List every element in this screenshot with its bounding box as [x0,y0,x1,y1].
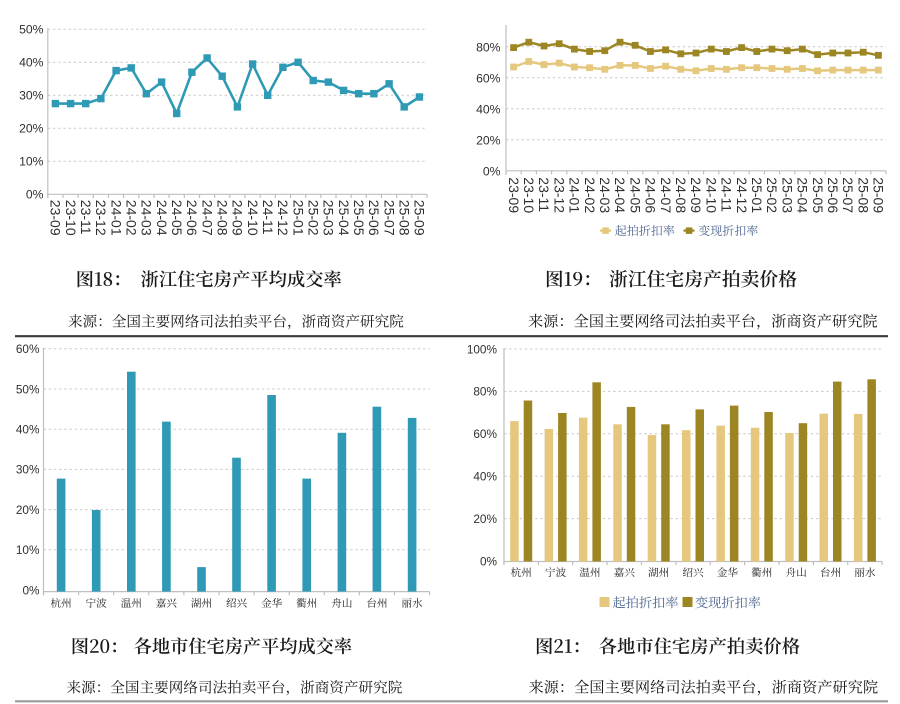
svg-text:25-07: 25-07 [840,177,856,213]
svg-text:25-02: 25-02 [764,177,780,213]
svg-text:23-11: 23-11 [78,200,94,235]
svg-text:24-07: 24-07 [658,177,674,213]
svg-text:50%: 50% [16,382,40,396]
svg-text:24-06: 24-06 [643,177,659,213]
svg-text:25-04: 25-04 [336,200,352,236]
svg-text:24-03: 24-03 [139,200,155,236]
svg-text:24-08: 24-08 [214,200,230,236]
svg-text:24-10: 24-10 [245,200,261,236]
svg-text:24-12: 24-12 [734,177,750,213]
svg-text:23-09: 23-09 [48,200,64,236]
svg-text:40%: 40% [19,56,44,70]
svg-text:25-06: 25-06 [825,177,841,213]
svg-text:10%: 10% [19,155,44,169]
svg-text:60%: 60% [476,71,501,85]
svg-text:40%: 40% [473,470,497,484]
svg-text:23-12: 23-12 [551,177,567,213]
svg-text:25-09: 25-09 [412,200,428,236]
svg-text:24-04: 24-04 [612,177,628,213]
svg-text:10%: 10% [16,543,40,557]
svg-text:60%: 60% [16,342,40,356]
svg-text:30%: 30% [16,463,40,477]
svg-text:24-11: 24-11 [260,200,276,235]
svg-text:25-08: 25-08 [855,177,871,213]
svg-text:20%: 20% [16,503,40,517]
svg-text:40%: 40% [16,423,40,437]
svg-text:24-02: 24-02 [582,177,598,213]
svg-text:20%: 20% [473,512,497,526]
svg-text:25-02: 25-02 [305,200,321,236]
svg-text:25-04: 25-04 [795,177,811,213]
svg-text:24-09: 24-09 [230,200,246,236]
svg-text:50%: 50% [19,23,44,37]
svg-text:25-03: 25-03 [779,177,795,213]
svg-text:25-01: 25-01 [290,200,306,236]
svg-text:25-05: 25-05 [351,200,367,236]
svg-text:25-01: 25-01 [749,177,765,213]
svg-text:24-07: 24-07 [199,200,215,236]
svg-text:0%: 0% [26,188,44,202]
svg-text:0%: 0% [22,583,40,597]
svg-text:24-08: 24-08 [673,177,689,213]
svg-text:25-08: 25-08 [396,200,412,236]
svg-text:20%: 20% [19,122,44,136]
svg-text:23-12: 23-12 [93,200,109,236]
svg-text:23-10: 23-10 [521,177,537,213]
svg-text:80%: 80% [473,385,497,399]
svg-text:80%: 80% [476,40,501,54]
svg-text:24-12: 24-12 [275,200,291,236]
svg-text:60%: 60% [473,427,497,441]
svg-text:0%: 0% [483,164,501,178]
svg-text:24-04: 24-04 [154,200,170,236]
svg-text:25-09: 25-09 [871,177,887,213]
svg-text:23-09: 23-09 [506,177,522,213]
svg-text:25-03: 25-03 [321,200,337,236]
svg-text:30%: 30% [19,89,44,103]
svg-text:24-01: 24-01 [567,177,583,213]
svg-text:20%: 20% [476,133,501,147]
svg-text:40%: 40% [476,102,501,116]
svg-text:24-10: 24-10 [703,177,719,213]
svg-text:24-01: 24-01 [108,200,124,236]
svg-text:25-07: 25-07 [381,200,397,236]
svg-text:25-05: 25-05 [810,177,826,213]
svg-text:24-06: 24-06 [184,200,200,236]
svg-text:23-11: 23-11 [536,177,552,212]
svg-text:24-02: 24-02 [123,200,139,236]
svg-text:24-09: 24-09 [688,177,704,213]
svg-text:24-05: 24-05 [627,177,643,213]
svg-text:100%: 100% [467,342,498,356]
svg-text:23-10: 23-10 [63,200,79,236]
svg-text:0%: 0% [480,554,498,568]
svg-text:24-11: 24-11 [719,177,735,212]
svg-text:24-05: 24-05 [169,200,185,236]
svg-text:25-06: 25-06 [366,200,382,236]
svg-text:24-03: 24-03 [597,177,613,213]
